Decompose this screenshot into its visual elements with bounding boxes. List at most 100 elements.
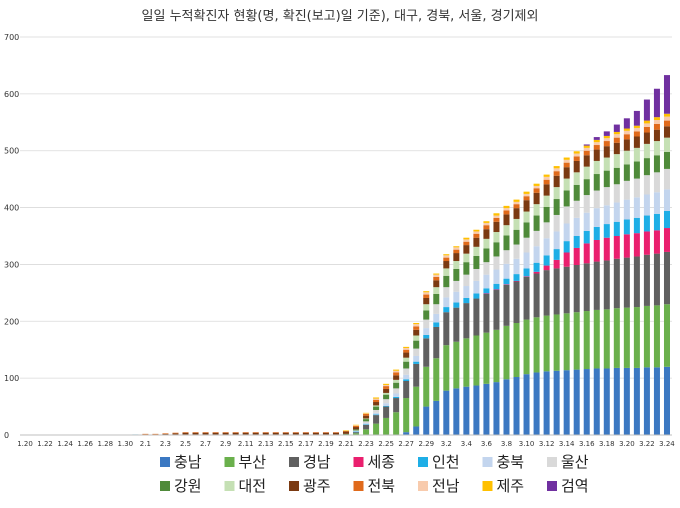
bar-segment	[653, 141, 660, 156]
bar-segment	[413, 326, 420, 330]
bar-segment	[212, 432, 219, 435]
bar-segment	[503, 263, 510, 279]
bar-segment	[663, 304, 670, 367]
bar-segment	[393, 393, 400, 397]
bar-segment	[423, 292, 430, 295]
bar-segment	[613, 221, 620, 236]
bar-segment	[523, 268, 530, 277]
x-tick-label: 3.20	[619, 440, 635, 448]
bar-segment	[493, 221, 500, 233]
bar-segment	[583, 166, 590, 180]
bar-segment	[453, 261, 460, 269]
bar-segment	[232, 432, 239, 435]
bar-segment	[583, 144, 590, 146]
bar-segment	[483, 274, 490, 289]
bar-segment	[603, 141, 610, 147]
bar-segment	[613, 134, 620, 138]
x-tick-label: 2.25	[378, 440, 394, 448]
chart-title: 일일 누적확진자 현황(명, 확진(보고)일 기준), 대구, 경북, 서울, …	[142, 9, 539, 24]
bar-segment	[493, 382, 500, 435]
bar-segment	[533, 215, 540, 231]
bar-segment	[533, 246, 540, 263]
bar-segment	[593, 149, 600, 161]
bar-segment	[413, 329, 420, 336]
bar-segment	[403, 352, 410, 358]
x-tick-label: 1.26	[77, 440, 93, 448]
bar-segment	[272, 432, 279, 433]
bar-segment	[473, 298, 480, 336]
bar-segment	[353, 431, 360, 433]
bar-segment	[623, 139, 630, 151]
legend-label: 충남	[174, 453, 202, 471]
bar-segment	[513, 229, 520, 245]
bar-segment	[553, 370, 560, 435]
bar-segment	[643, 254, 650, 306]
bar-segment	[413, 324, 420, 327]
legend-label: 전남	[432, 477, 460, 495]
bar-segment	[503, 284, 510, 326]
bar-segment	[613, 236, 620, 259]
bar-segment	[463, 241, 470, 246]
bar-segment	[553, 199, 560, 215]
bar-segment	[633, 161, 640, 179]
bar-segment	[623, 180, 630, 200]
bar-segment	[353, 425, 360, 426]
x-tick-label: 2.11	[238, 440, 254, 448]
bar-segment	[433, 273, 440, 275]
bar-segment	[663, 126, 670, 138]
bar-segment	[513, 258, 520, 275]
bar-segment	[172, 433, 179, 435]
bar-segment	[353, 427, 360, 430]
bar-segment	[172, 432, 179, 434]
bar-segment	[623, 234, 630, 258]
bar-segment	[633, 256, 640, 308]
bar-segment	[483, 221, 490, 223]
bar-segment	[583, 230, 590, 244]
y-tick-label: 700	[4, 33, 19, 42]
bar-segment	[453, 247, 460, 250]
bar-segment	[573, 265, 580, 313]
bar-segment	[633, 136, 640, 148]
bar-segment	[523, 374, 530, 435]
bar-segment	[423, 294, 430, 298]
bar-segment	[643, 99, 650, 121]
bar-segment	[473, 268, 480, 281]
x-tick-label: 3.8	[501, 440, 512, 448]
bar-segment	[463, 286, 470, 298]
bar-segment	[503, 284, 510, 285]
x-tick-label: 2.23	[358, 440, 374, 448]
bar-segment	[533, 192, 540, 205]
bar-segment	[473, 229, 480, 232]
bar-segment	[523, 193, 530, 197]
bar-segment	[403, 346, 410, 349]
bar-segment	[513, 322, 520, 377]
bar-segment	[363, 424, 370, 430]
bar-segment	[423, 328, 430, 335]
bar-segment	[593, 261, 600, 310]
bar-segment	[513, 377, 520, 435]
bar-segment	[363, 413, 370, 414]
bar-segment	[563, 157, 570, 160]
bar-segment	[393, 412, 400, 435]
bar-segment	[553, 187, 560, 200]
bar-segment	[623, 118, 630, 129]
bar-segment	[583, 179, 590, 196]
bar-segment	[543, 255, 550, 266]
bar-segment	[643, 120, 650, 124]
bar-segment	[353, 433, 360, 435]
bar-segment	[373, 397, 380, 399]
bar-segment	[483, 293, 490, 294]
bar-segment	[603, 138, 610, 142]
bar-segment	[383, 394, 390, 400]
bar-segment	[643, 123, 650, 127]
x-tick-label: 2.1	[140, 440, 151, 448]
bar-segment	[443, 255, 450, 258]
bar-segment	[583, 145, 590, 148]
bar-segment	[443, 257, 450, 262]
y-tick-label: 100	[4, 374, 19, 383]
bar-segment	[142, 433, 149, 435]
bar-segment	[613, 154, 620, 168]
bar-segment	[583, 155, 590, 167]
bar-segment	[443, 268, 450, 276]
x-tick-label: 2.3	[160, 440, 171, 448]
